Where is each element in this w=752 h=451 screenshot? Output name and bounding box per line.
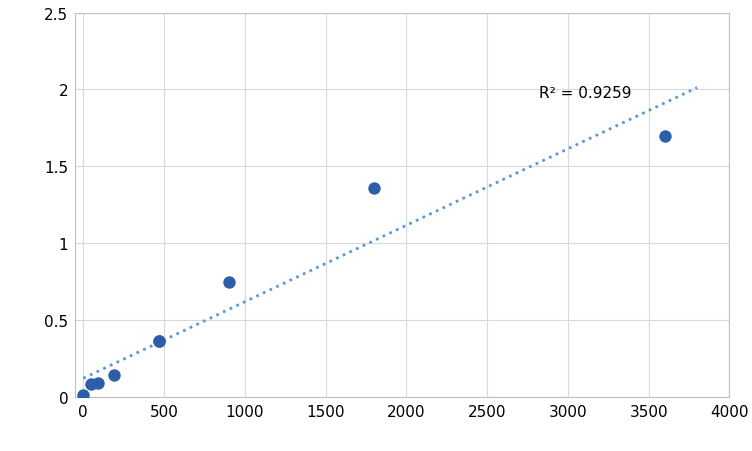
- Point: [85, 381, 97, 388]
- Point: [153, 338, 165, 345]
- Point: [223, 278, 235, 285]
- Point: [108, 372, 120, 379]
- Point: [659, 133, 671, 140]
- Point: [368, 185, 380, 192]
- Point: [153, 338, 165, 345]
- Point: [77, 392, 89, 399]
- Text: R² = 0.9259: R² = 0.9259: [539, 86, 632, 101]
- Point: [92, 379, 105, 387]
